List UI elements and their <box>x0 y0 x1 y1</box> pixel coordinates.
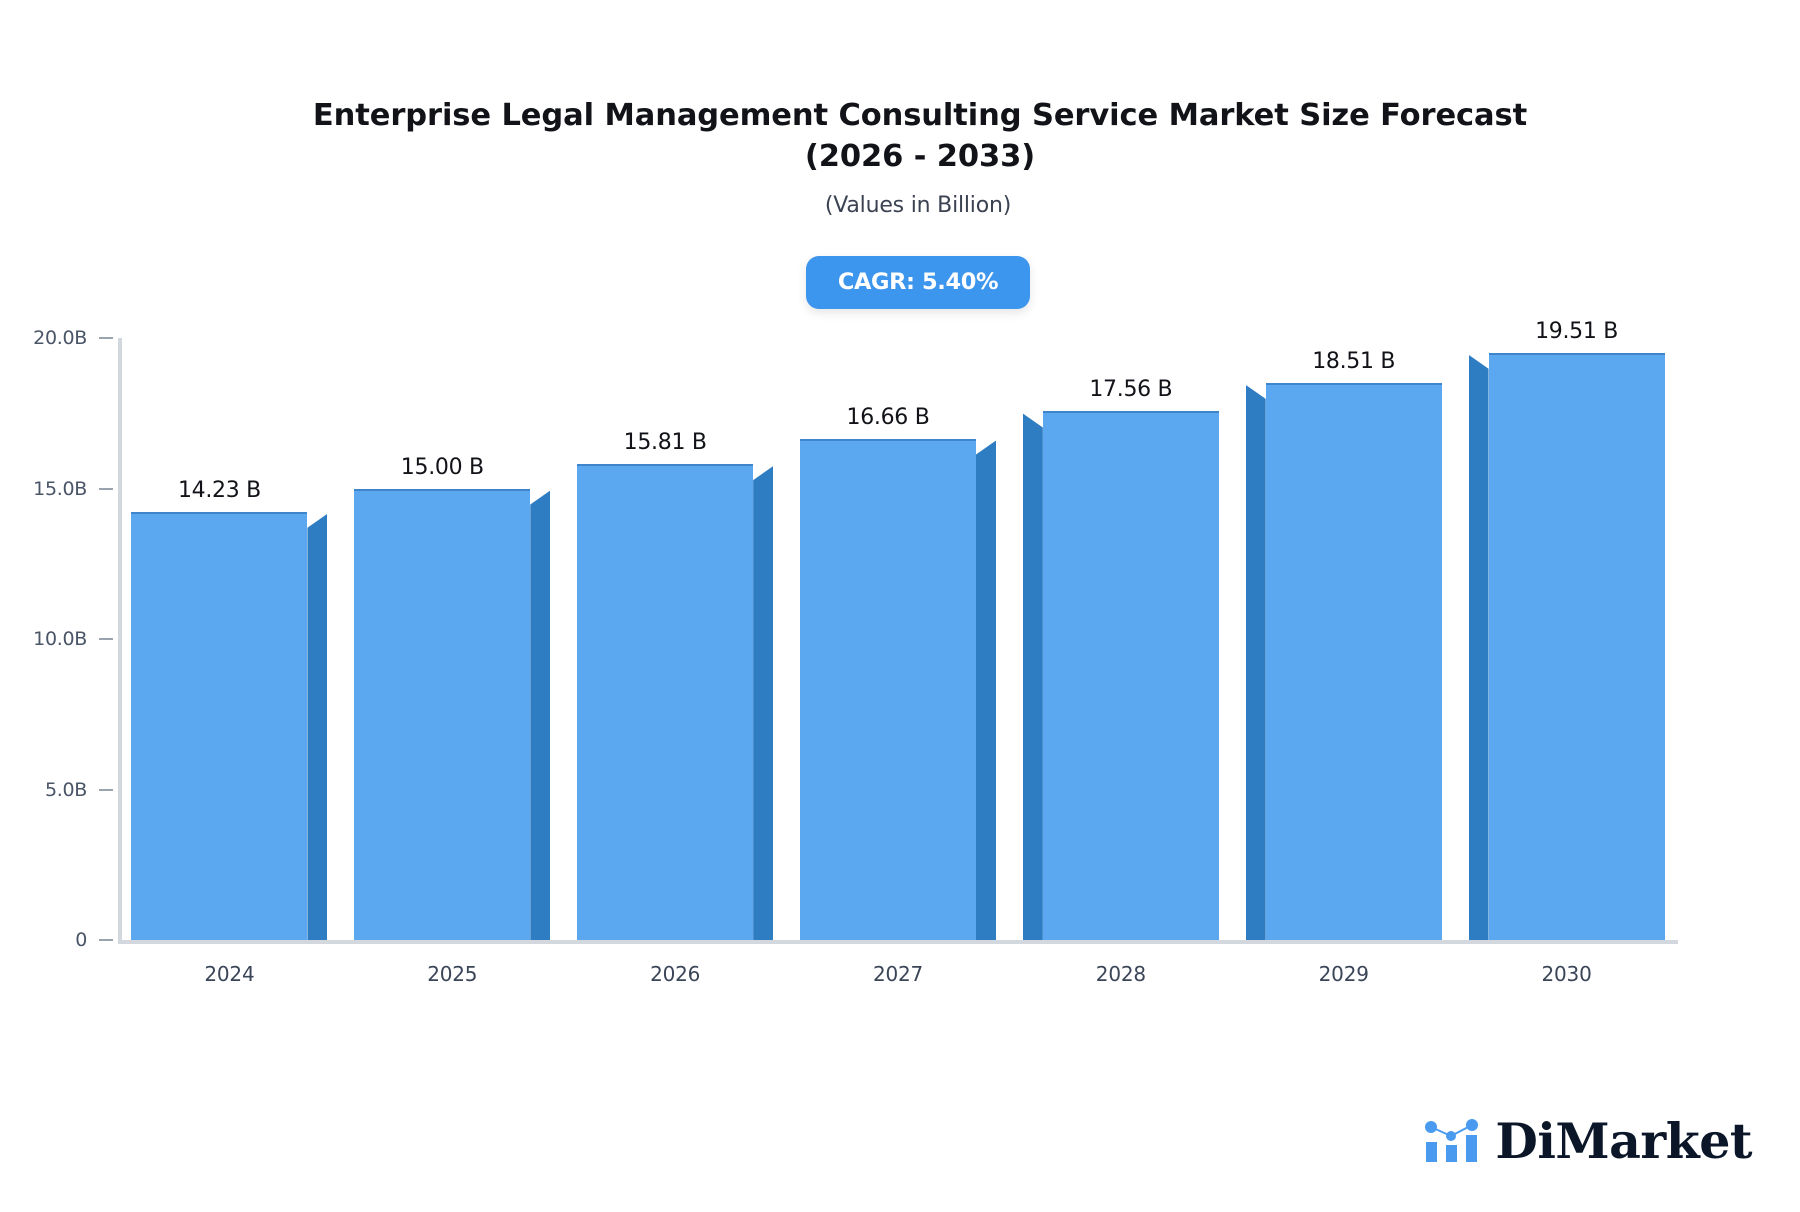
bar-value-label: 14.23 B <box>177 477 261 503</box>
bar-depth-face <box>976 440 996 940</box>
bar-value-label: 17.56 B <box>1089 377 1173 403</box>
x-axis-tick-label: 2025 <box>427 962 478 986</box>
y-axis-tick-label: 10.0B <box>33 628 87 650</box>
bar-depth-face <box>307 513 328 940</box>
cagr-badge-container: CAGR: 5.40% <box>0 256 1800 309</box>
bar-value-label: 16.66 B <box>846 404 930 430</box>
y-axis-tick-mark <box>99 788 113 791</box>
y-axis-tick-label: 0 <box>75 929 87 951</box>
bar: 18.51 B <box>1245 349 1442 940</box>
bar: 19.51 B <box>1468 319 1665 940</box>
y-axis-tick-mark <box>99 337 113 339</box>
chart-subtitle: (Values in Billion) <box>824 193 1012 219</box>
y-axis-tick-label: 5.0B <box>44 778 87 801</box>
brand-logo: DiMarket <box>1423 1111 1752 1170</box>
bar-value-label: 15.81 B <box>623 430 707 456</box>
y-axis-tick-label: 20.0B <box>33 327 87 349</box>
y-axis-tick: 5.0B <box>45 779 118 801</box>
y-axis-tick-mark <box>99 487 113 490</box>
bar-value-label: 15.00 B <box>400 454 484 480</box>
x-axis-spine <box>118 940 1678 944</box>
status-badge: CAGR: 5.40% <box>805 256 1031 309</box>
y-axis-tick: 10.0B <box>33 628 118 650</box>
bar: 14.23 B <box>131 478 328 940</box>
bar-depth-face <box>1022 413 1043 940</box>
x-axis-tick-label: 2026 <box>650 962 701 986</box>
plot-area: 0 5.0B 10.0B 15.0B 20.0B 2024 2025 2026 2027 202… <box>33 319 1678 986</box>
y-axis-tick-mark <box>99 939 113 941</box>
y-axis-tick: 0 <box>75 929 118 951</box>
bar-value-label: 18.51 B <box>1312 348 1396 374</box>
bar-depth-face <box>1468 354 1489 940</box>
bar-depth-face <box>753 466 774 940</box>
x-axis-tick-label: 2029 <box>1318 962 1369 986</box>
logo-wordmark: DiMarket <box>1495 1111 1752 1170</box>
chart-header: Enterprise Legal Management Consulting S… <box>0 96 1800 218</box>
x-axis-tick-label: 2030 <box>1541 962 1592 986</box>
y-axis-tick-label: 15.0B <box>33 477 87 500</box>
y-axis-tick-mark <box>99 638 113 640</box>
page-title: Enterprise Legal Management Consulting S… <box>312 98 1528 174</box>
bar-depth-face <box>530 490 551 940</box>
y-axis-spine <box>118 338 122 944</box>
bar: 15.81 B <box>577 430 774 940</box>
x-axis-tick-label: 2027 <box>872 962 924 986</box>
bar-value-label: 19.51 B <box>1535 318 1619 344</box>
bar: 16.66 B <box>800 405 996 940</box>
bar-depth-face <box>1245 384 1266 940</box>
x-axis-tick-label: 2024 <box>204 962 255 986</box>
bar: 15.00 B <box>354 455 551 940</box>
bar: 17.56 B <box>1022 377 1219 940</box>
y-axis-tick: 15.0B <box>33 478 118 500</box>
bar-chart-logo-icon <box>1425 1119 1479 1162</box>
y-axis-tick: 20.0B <box>33 327 118 349</box>
x-axis-tick-label: 2028 <box>1095 962 1146 986</box>
